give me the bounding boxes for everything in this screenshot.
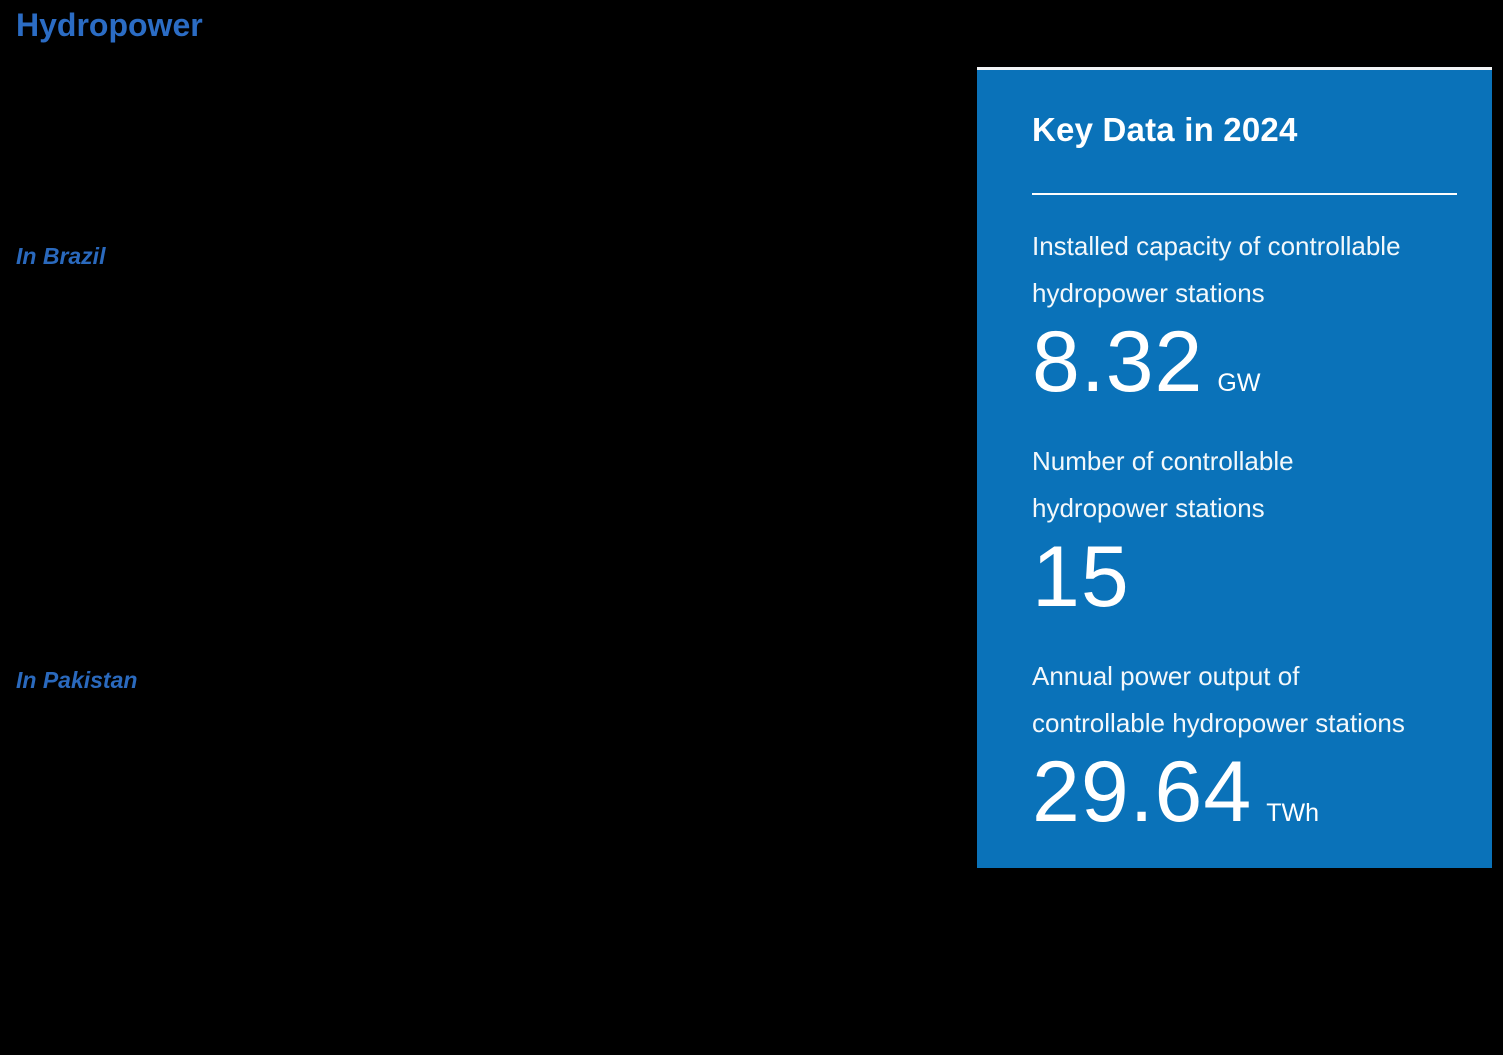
stat-label-line: hydropower stations [1032, 278, 1265, 308]
stat-value-row: 15 [1032, 534, 1457, 620]
stat-label-line: Number of controllable [1032, 446, 1294, 476]
stat-value: 15 [1032, 529, 1130, 625]
stat-value-row: 29.64 TWh [1032, 749, 1457, 835]
key-data-card: Key Data in 2024 Installed capacity of c… [977, 67, 1492, 868]
section-label-brazil: In Brazil [16, 243, 106, 269]
stat-label: Annual power output of controllable hydr… [1032, 653, 1457, 747]
section-label-pakistan: In Pakistan [16, 667, 138, 693]
stat-installed-capacity: Installed capacity of controllable hydro… [1032, 223, 1457, 405]
stat-value-row: 8.32 GW [1032, 319, 1457, 405]
card-divider [1032, 193, 1457, 195]
stat-label-line: Installed capacity of controllable [1032, 231, 1401, 261]
stat-label: Number of controllable hydropower statio… [1032, 438, 1457, 532]
stat-label-line: hydropower stations [1032, 493, 1265, 523]
page-title: Hydropower [16, 7, 203, 43]
stat-unit: GW [1217, 369, 1261, 397]
stat-unit: TWh [1266, 799, 1319, 827]
card-title: Key Data in 2024 [1032, 111, 1298, 148]
stat-value: 29.64 [1032, 744, 1253, 840]
stat-annual-output: Annual power output of controllable hydr… [1032, 653, 1457, 835]
stat-label-line: Annual power output of [1032, 661, 1300, 691]
stat-label-line: controllable hydropower stations [1032, 708, 1405, 738]
stat-value: 8.32 [1032, 314, 1204, 410]
stat-label: Installed capacity of controllable hydro… [1032, 223, 1457, 317]
stat-station-count: Number of controllable hydropower statio… [1032, 438, 1457, 620]
